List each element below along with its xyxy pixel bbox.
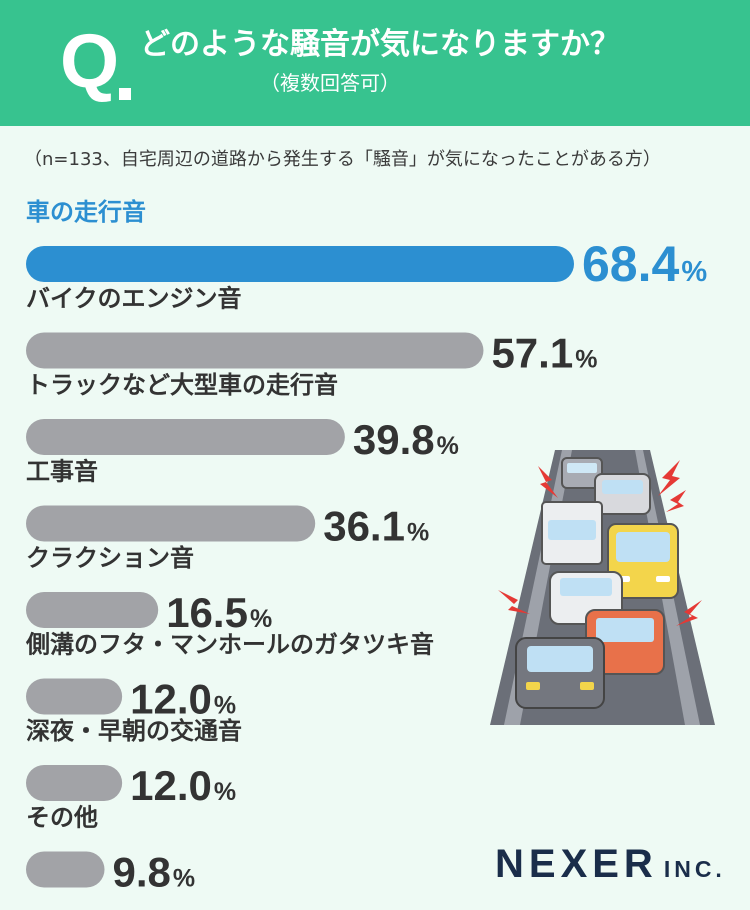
value-unit: % (681, 256, 707, 288)
value-unit: % (250, 605, 272, 633)
value-number: 12.0 (130, 762, 212, 809)
bar (26, 332, 484, 369)
bar (26, 505, 316, 542)
bar (26, 765, 123, 801)
bar (26, 851, 105, 888)
category-label: バイクのエンジン音 (26, 285, 242, 313)
bar (26, 678, 123, 715)
question-mark-badge: Q (60, 19, 120, 104)
value-label: 16.5% (166, 589, 272, 636)
brand-suffix: INC. (663, 856, 726, 882)
value-unit: % (575, 346, 597, 374)
value-label: 12.0% (130, 762, 236, 809)
bar (26, 246, 574, 282)
value-number: 39.8 (353, 416, 435, 463)
question-mark-dot (119, 88, 131, 100)
value-unit: % (173, 865, 195, 893)
traffic-jam-illustration (490, 450, 715, 725)
category-label: その他 (26, 804, 98, 832)
value-unit: % (214, 778, 236, 806)
value-unit: % (214, 692, 236, 720)
category-label: トラックなど大型車の走行音 (26, 371, 338, 399)
value-number: 12.0 (130, 676, 212, 723)
value-number: 36.1 (323, 503, 405, 550)
value-label: 36.1% (323, 503, 429, 550)
value-number: 16.5 (166, 589, 248, 636)
value-label: 9.8% (113, 849, 196, 896)
category-label: 側溝のフタ・マンホールのガタツキ音 (25, 631, 434, 659)
value-number: 9.8 (113, 849, 171, 896)
sample-note: （n=133、自宅周辺の道路から発生する「騒音」が気になったことがある方） (24, 149, 661, 170)
brand-logo: NEXER INC. (495, 842, 726, 887)
category-label: 車の走行音 (26, 198, 146, 226)
value-number: 57.1 (491, 330, 573, 377)
value-unit: % (407, 519, 429, 547)
category-label: 深夜・早朝の交通音 (26, 717, 242, 745)
value-label: 68.4% (582, 236, 707, 292)
value-label: 57.1% (491, 330, 597, 377)
question-subnote: （複数回答可） (260, 71, 400, 95)
header-banner: Q どのような騒音が気になりますか？ （複数回答可） (0, 0, 750, 126)
brand-name: NEXER (495, 842, 658, 886)
value-label: 12.0% (130, 676, 236, 723)
bar (26, 592, 159, 628)
question-title: どのような騒音が気になりますか？ (140, 27, 620, 62)
value-unit: % (437, 432, 459, 460)
value-label: 39.8% (353, 416, 459, 463)
value-number: 68.4 (582, 236, 680, 292)
category-label: 工事音 (26, 458, 98, 486)
bar (26, 419, 345, 455)
category-label: クラクション音 (26, 544, 194, 572)
